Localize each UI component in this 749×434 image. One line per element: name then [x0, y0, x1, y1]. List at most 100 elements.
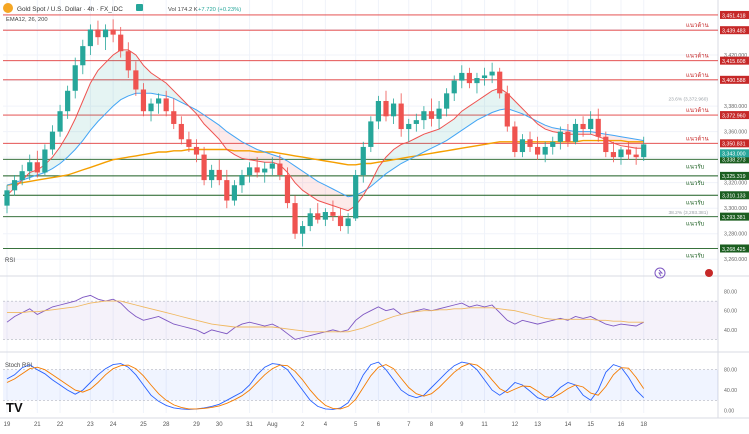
ema-cloud-segment — [264, 152, 273, 163]
ema-cloud-segment — [484, 90, 493, 117]
ema-cloud-segment — [310, 176, 318, 201]
market-status-icon — [136, 4, 143, 11]
rsi-series-line — [7, 300, 644, 333]
rsi-y-tick: 80.00 — [724, 290, 737, 296]
level-price-label: 3,268.425 — [722, 247, 746, 253]
level-price-tag — [720, 244, 749, 253]
candle-body — [140, 89, 147, 112]
candle-body — [360, 146, 366, 176]
ema-cloud-segment — [583, 131, 591, 135]
candle-body — [572, 123, 579, 142]
candle-body — [353, 175, 359, 219]
x-tick-label: 6 — [377, 422, 381, 428]
candle-body — [19, 171, 25, 181]
candle-body — [368, 121, 374, 147]
ema-cloud — [7, 49, 644, 211]
ema12-line — [6, 49, 644, 212]
candle-body — [390, 103, 397, 117]
x-tick-label: 28 — [163, 422, 170, 428]
ema-cloud-segment — [408, 138, 417, 160]
level-price-label: 3,350.831 — [722, 142, 746, 148]
header: Gold Spot / U.S. Dollar · 4h · FX_IDC Vo… — [3, 3, 241, 23]
candle-body — [489, 71, 495, 76]
ema-indicator-label[interactable]: EMA12, 26, 200 — [6, 17, 48, 23]
ema-cloud-segment — [461, 106, 470, 131]
level-price-tag — [720, 56, 749, 65]
candle-body — [118, 34, 124, 52]
candle-body — [588, 118, 594, 130]
candle-body — [178, 123, 184, 140]
current-price-label: 3,343.000 — [722, 152, 746, 158]
candle-body — [497, 71, 503, 94]
candle-body — [413, 120, 419, 124]
candle-body — [49, 131, 56, 150]
level-annotation: แนวรับ — [686, 252, 705, 259]
grid — [0, 0, 749, 419]
candle-body — [87, 29, 93, 47]
candles — [4, 19, 647, 247]
x-tick-label: 13 — [534, 422, 541, 428]
candle-body — [72, 65, 78, 91]
level-price-tag — [720, 191, 749, 200]
level-price-tag — [720, 75, 749, 84]
ema-cloud-segment — [151, 72, 159, 95]
stoch-rsi-label[interactable]: Stoch RSI — [5, 363, 32, 369]
rsi-label[interactable]: RSI — [5, 258, 15, 264]
stoch-series-line — [6, 363, 645, 410]
ema-cloud-segment — [67, 118, 76, 158]
x-tick-label: 31 — [246, 422, 253, 428]
ema-cloud-segment — [340, 192, 349, 211]
level-annotation: แนวต้าน — [686, 72, 709, 79]
flag-icon[interactable] — [705, 269, 713, 277]
x-tick-label: 2 — [301, 422, 305, 428]
candle-body — [398, 103, 404, 130]
ema-cloud-segment — [143, 65, 152, 94]
y-tick-label: 3,300.000 — [724, 206, 747, 212]
candle-body — [148, 103, 154, 112]
x-tick-label: 29 — [193, 422, 200, 428]
x-tick-label: 21 — [34, 422, 41, 428]
candle-body — [436, 108, 442, 119]
candle-body — [307, 213, 313, 227]
candle-body — [4, 190, 10, 206]
candle-body — [34, 162, 40, 173]
candle-body — [209, 169, 215, 181]
rsi-band — [3, 301, 718, 340]
ema-cloud-segment — [287, 160, 296, 183]
ema-cloud-segment — [317, 181, 326, 204]
candle-body — [625, 149, 632, 155]
lightning-icon[interactable] — [654, 267, 666, 279]
x-tick-label: 30 — [216, 422, 223, 428]
x-tick-label: 16 — [618, 422, 625, 428]
candle-body — [603, 136, 609, 153]
level-annotation: แนวรับ — [686, 221, 705, 228]
y-tick-label: 3,260.000 — [724, 257, 747, 263]
candle-body — [231, 185, 237, 201]
candle-body — [239, 175, 245, 186]
candle-body — [633, 154, 639, 158]
ema-cloud-segment — [393, 144, 402, 169]
candle-body — [542, 146, 548, 155]
candle-body — [459, 72, 465, 81]
candle-body — [277, 163, 283, 176]
level-price-label: 3,338.273 — [722, 158, 746, 164]
candle-body — [474, 78, 480, 84]
ema-cloud-segment — [545, 125, 553, 132]
candle-body — [163, 98, 169, 112]
candle-body — [527, 139, 533, 147]
price-axis: 3,260.000 3,280.000 3,300.000 3,320.000 3,34… — [720, 10, 749, 414]
candle-body — [80, 46, 86, 66]
level-price-label: 3,415.608 — [722, 59, 746, 65]
level-price-label: 3,325.319 — [722, 174, 746, 180]
level-price-label: 3,293.381 — [722, 215, 746, 221]
candle-body — [42, 149, 48, 173]
ema-cloud-segment — [325, 185, 333, 206]
candle-body — [254, 167, 260, 173]
candle-body — [315, 213, 321, 220]
candle-body — [451, 80, 457, 94]
ema-cloud-segment — [75, 100, 83, 150]
level-lines: 23.6% (3,372.960) 38.2% (3,293.381) แนวต้า… — [3, 14, 718, 259]
ema-cloud-segment — [537, 121, 546, 130]
x-tick-label: 4 — [324, 422, 328, 428]
